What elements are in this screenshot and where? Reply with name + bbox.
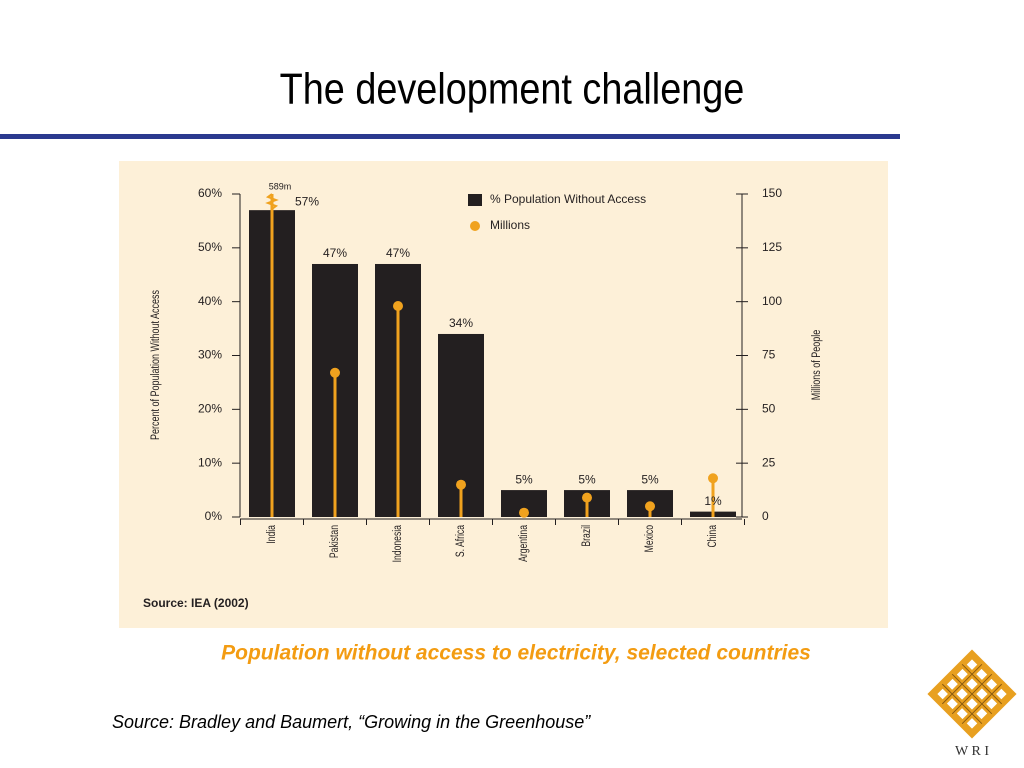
bar-label: 34% (449, 316, 473, 330)
x-tick-label: Argentina (518, 525, 531, 562)
y2-tick-label: 25 (762, 455, 776, 469)
chart-source: Source: IEA (2002) (143, 596, 249, 610)
y-tick-label: 50% (198, 240, 222, 254)
bar-label: 5% (578, 472, 596, 486)
bar-label: 57% (295, 194, 319, 208)
y2-tick-label: 50 (762, 402, 776, 416)
x-tick-label: Indonesia (392, 525, 405, 563)
title-rule (0, 134, 900, 139)
wri-logo (927, 649, 1017, 739)
y2-tick-label: 75 (762, 348, 776, 362)
y2-tick-label: 150 (762, 186, 782, 200)
logo-frame (927, 649, 1017, 739)
y2-tick-label: 125 (762, 240, 782, 254)
x-tick-label: S. Africa (455, 525, 468, 557)
bar-label: 47% (386, 246, 410, 260)
millions-dot (456, 479, 466, 490)
y-tick-label: 30% (198, 348, 222, 362)
legend-label: Millions (490, 218, 530, 232)
x-tick-label: India (266, 525, 279, 544)
axis-break (265, 193, 279, 210)
bar-label: 47% (323, 246, 347, 260)
source: Source: Bradley and Baumert, “Growing in… (112, 712, 591, 732)
logo-lattice-edge (941, 663, 1003, 725)
millions-dot (393, 300, 403, 311)
millions-dot (708, 473, 718, 484)
x-tick-label: Mexico (644, 525, 657, 552)
x-tick-label: Pakistan (329, 525, 342, 558)
logo-text: W R I (955, 744, 989, 759)
slide-title: The development challenge (280, 64, 745, 113)
millions-dot (645, 501, 655, 512)
bar-label: 1% (704, 494, 722, 508)
y2-tick-label: 100 (762, 294, 782, 308)
y-tick-label: 40% (198, 294, 222, 308)
y-tick-label: 60% (198, 186, 222, 200)
millions-dot (519, 507, 529, 518)
millions-label: 589m (269, 181, 292, 191)
x-tick-label: Brazil (581, 525, 594, 547)
y-tick-label: 0% (205, 509, 223, 523)
y2-axis-label: Millions of People (810, 330, 824, 401)
legend-swatch (468, 194, 482, 206)
millions-dot (582, 492, 592, 503)
y-axis-label: Percent of Population Without Access (149, 290, 163, 440)
bar-label: 5% (641, 472, 659, 486)
chart-panel (119, 161, 888, 628)
y2-tick-label: 0 (762, 509, 769, 523)
caption: Population without access to electricity… (221, 642, 811, 665)
legend-label: % Population Without Access (490, 192, 646, 206)
legend-swatch (470, 221, 480, 231)
y-tick-label: 20% (198, 402, 222, 416)
bar-label: 5% (515, 472, 533, 486)
y-tick-label: 10% (198, 455, 222, 469)
millions-dot (330, 367, 340, 378)
x-tick-label: China (707, 525, 720, 548)
